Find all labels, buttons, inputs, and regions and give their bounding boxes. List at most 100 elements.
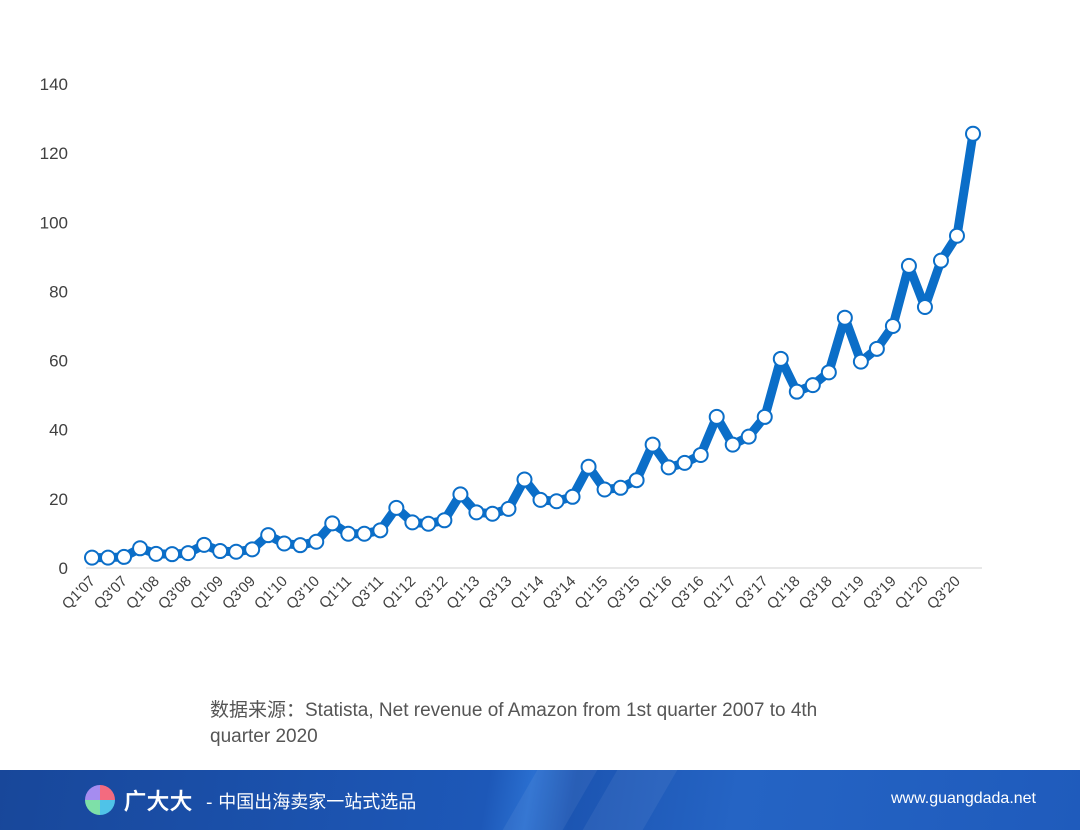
x-tick-label: Q3'20 (924, 573, 964, 613)
data-point (436, 512, 453, 529)
x-tick-label: Q1'17 (700, 573, 740, 613)
data-point (564, 488, 581, 505)
data-point (852, 353, 869, 370)
data-point (180, 545, 197, 562)
x-tick-label: Q3'15 (603, 573, 643, 613)
data-point (820, 364, 837, 381)
footer-stripe (502, 770, 598, 830)
data-point (836, 309, 853, 326)
x-tick-label: Q1'15 (571, 573, 611, 613)
x-tick-label: Q3'16 (668, 573, 708, 613)
data-point (692, 446, 709, 463)
data-point (292, 537, 309, 554)
data-point (372, 522, 389, 539)
data-point (676, 454, 693, 471)
data-point (148, 545, 165, 562)
brand-slogan: - 中国出海卖家一站式选品 (206, 792, 417, 813)
data-point (740, 428, 757, 445)
data-point (932, 252, 949, 269)
series-line (87, 129, 978, 563)
y-tick-label: 140 (40, 75, 68, 94)
x-tick-label: Q3'13 (475, 573, 515, 613)
data-point (628, 472, 645, 489)
x-tick-label: Q1'18 (764, 573, 804, 613)
x-tick-label: Q3'07 (91, 573, 131, 613)
data-point (532, 491, 549, 508)
x-tick-label: Q1'16 (635, 573, 675, 613)
y-tick-label: 100 (40, 213, 68, 232)
x-tick-label: Q3'08 (155, 573, 195, 613)
data-point (868, 340, 885, 357)
footer-banner: 广大大 - 中国出海卖家一站式选品 www.guangdada.net (0, 770, 1080, 830)
data-point (420, 515, 437, 532)
y-tick-label: 80 (49, 282, 68, 301)
data-point (308, 533, 325, 550)
data-point (516, 471, 533, 488)
data-point (196, 536, 213, 553)
data-point (788, 383, 805, 400)
revenue-line-chart: 020406080100120140Q1'07Q3'07Q1'08Q3'08Q1… (40, 75, 982, 613)
data-point (484, 505, 501, 522)
data-point (724, 436, 741, 453)
brand-name: 广大大 (124, 790, 194, 815)
data-point (164, 546, 181, 563)
data-point (644, 436, 661, 453)
x-tick-label: Q3'09 (219, 573, 259, 613)
y-tick-label: 20 (49, 490, 68, 509)
data-point (804, 377, 821, 394)
x-tick-label: Q1'13 (443, 573, 483, 613)
x-tick-label: Q3'14 (539, 573, 579, 613)
data-point (260, 527, 277, 544)
x-tick-label: Q1'11 (316, 573, 355, 612)
data-point (596, 481, 613, 498)
data-point (132, 540, 149, 557)
data-point (500, 500, 517, 517)
data-point (212, 543, 229, 560)
data-point (276, 535, 293, 552)
data-point (100, 549, 117, 566)
data-point (404, 514, 421, 531)
data-point (916, 298, 933, 315)
data-point (660, 459, 677, 476)
footer-stripe (582, 770, 678, 830)
data-point (580, 458, 597, 475)
data-point (388, 499, 405, 516)
x-tick-label: Q1'14 (507, 573, 547, 613)
x-tick-label: Q3'17 (732, 573, 772, 613)
data-point (884, 318, 901, 334)
data-point (324, 515, 341, 532)
data-point (948, 227, 965, 244)
data-point (708, 408, 725, 425)
y-tick-label: 0 (59, 559, 68, 578)
x-tick-label: Q1'07 (59, 573, 99, 613)
data-point (772, 350, 789, 367)
data-point (84, 549, 100, 566)
data-point (756, 408, 773, 425)
x-tick-label: Q3'18 (796, 573, 836, 613)
data-point (548, 493, 565, 510)
x-tick-label: Q1'10 (251, 573, 291, 613)
x-tick-label: Q1'12 (379, 573, 419, 613)
x-tick-label: Q3'19 (860, 573, 900, 613)
data-point (340, 525, 357, 542)
data-point (612, 479, 629, 496)
x-tick-label: Q1'20 (892, 573, 932, 613)
data-point (228, 543, 245, 560)
data-point (244, 541, 261, 558)
x-tick-label: Q1'19 (828, 573, 868, 613)
data-point (900, 257, 917, 274)
y-tick-label: 120 (40, 144, 68, 163)
data-point (356, 525, 373, 542)
data-point (468, 504, 485, 521)
data-point (452, 486, 469, 503)
brand-logo-icon (85, 785, 115, 815)
x-tick-label: Q1'08 (123, 573, 163, 613)
x-tick-label: Q1'09 (187, 573, 227, 613)
website-link[interactable]: www.guangdada.net (891, 790, 1036, 807)
data-source-note: 数据来源：Statista, Net revenue of Amazon fro… (210, 700, 818, 747)
data-point (965, 125, 981, 142)
y-tick-label: 60 (49, 352, 68, 371)
x-tick-label: Q3'11 (348, 573, 387, 612)
x-tick-label: Q3'12 (411, 573, 451, 613)
x-tick-label: Q3'10 (283, 573, 323, 613)
